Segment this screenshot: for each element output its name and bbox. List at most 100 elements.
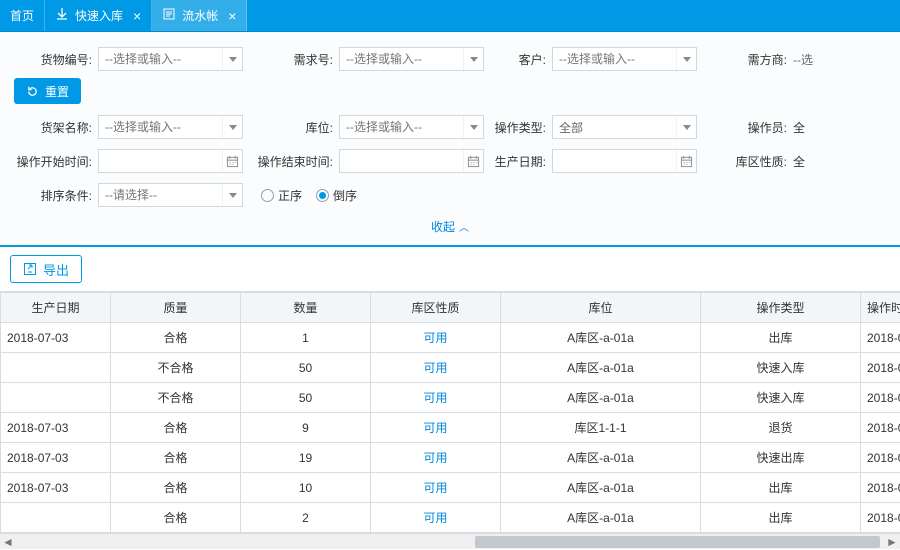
table-cell: A库区-a-01a bbox=[501, 473, 701, 503]
label-loc-nature: 库区性质: bbox=[705, 153, 793, 170]
column-header[interactable]: 操作类型 bbox=[701, 293, 861, 323]
table-cell[interactable]: 可用 bbox=[371, 503, 501, 533]
operator-value-truncated: 全 bbox=[793, 119, 805, 136]
reset-icon bbox=[26, 85, 39, 98]
radio-asc[interactable]: 正序 bbox=[261, 187, 302, 204]
table-cell: 2018-07-03 bbox=[1, 413, 111, 443]
export-icon bbox=[23, 262, 37, 276]
column-header[interactable]: 数量 bbox=[241, 293, 371, 323]
table-cell: 2018-0 bbox=[861, 473, 900, 503]
chevron-down-icon[interactable] bbox=[676, 116, 696, 138]
label-op-type: 操作类型: bbox=[492, 119, 552, 136]
tab-home[interactable]: 首页 bbox=[0, 0, 45, 31]
goods-no-combo[interactable] bbox=[98, 47, 243, 71]
horizontal-scrollbar[interactable]: ◄ ► bbox=[0, 533, 900, 549]
reset-button[interactable]: 重置 bbox=[14, 78, 81, 104]
customer-combo[interactable] bbox=[552, 47, 697, 71]
label-goods-no: 货物编号: bbox=[10, 51, 98, 68]
export-button[interactable]: 导出 bbox=[10, 255, 82, 283]
table-cell[interactable]: 可用 bbox=[371, 473, 501, 503]
prod-date[interactable] bbox=[552, 149, 697, 173]
label-shelf-name: 货架名称: bbox=[10, 119, 98, 136]
filter-panel: 货物编号: 需求号: 客户: 需方商: --选 重置 bbox=[0, 32, 900, 247]
table-cell: 2 bbox=[241, 503, 371, 533]
table-cell: 出库 bbox=[701, 473, 861, 503]
table-cell: 出库 bbox=[701, 323, 861, 353]
table-cell bbox=[1, 383, 111, 413]
table-header-row: 生产日期质量数量库区性质库位操作类型操作时间 bbox=[1, 293, 900, 323]
table-cell: 50 bbox=[241, 353, 371, 383]
table-cell[interactable]: 可用 bbox=[371, 443, 501, 473]
op-type-combo[interactable] bbox=[552, 115, 697, 139]
table-cell: 快速入库 bbox=[701, 383, 861, 413]
tab-label: 流水帐 bbox=[182, 7, 218, 24]
calendar-icon[interactable] bbox=[676, 150, 696, 172]
scroll-left-icon[interactable]: ◄ bbox=[0, 534, 16, 550]
table-row[interactable]: 2018-07-03合格10可用A库区-a-01a出库2018-0 bbox=[1, 473, 900, 503]
chevron-down-icon[interactable] bbox=[463, 48, 483, 70]
column-header[interactable]: 质量 bbox=[111, 293, 241, 323]
table-cell: 50 bbox=[241, 383, 371, 413]
table-row[interactable]: 2018-07-03合格1可用A库区-a-01a出库2018-0 bbox=[1, 323, 900, 353]
table-row[interactable]: 不合格50可用A库区-a-01a快速入库2018-0 bbox=[1, 353, 900, 383]
chevron-down-icon[interactable] bbox=[676, 48, 696, 70]
table-cell[interactable]: 可用 bbox=[371, 383, 501, 413]
radio-desc-label: 倒序 bbox=[333, 187, 357, 204]
label-demand-no: 需求号: bbox=[251, 51, 339, 68]
op-end-date[interactable] bbox=[339, 149, 484, 173]
label-op-start: 操作开始时间: bbox=[10, 153, 98, 170]
scrollbar-thumb[interactable] bbox=[475, 536, 880, 548]
column-header[interactable]: 生产日期 bbox=[1, 293, 111, 323]
table-cell: A库区-a-01a bbox=[501, 503, 701, 533]
table-row[interactable]: 合格2可用A库区-a-01a出库2018-0 bbox=[1, 503, 900, 533]
chevron-down-icon[interactable] bbox=[463, 116, 483, 138]
table-cell: 合格 bbox=[111, 323, 241, 353]
radio-desc[interactable]: 倒序 bbox=[316, 187, 357, 204]
tab-quick-inbound[interactable]: 快速入库 × bbox=[45, 0, 152, 31]
sort-order-radios: 正序 倒序 bbox=[261, 187, 357, 204]
table-cell: A库区-a-01a bbox=[501, 383, 701, 413]
tab-bar: 首页 快速入库 × 流水帐 × bbox=[0, 0, 900, 32]
table-cell: 2018-0 bbox=[861, 413, 900, 443]
table-cell: 合格 bbox=[111, 503, 241, 533]
data-table-wrap: 生产日期质量数量库区性质库位操作类型操作时间 2018-07-03合格1可用A库… bbox=[0, 291, 900, 533]
radio-asc-label: 正序 bbox=[278, 187, 302, 204]
table-cell: 2018-07-03 bbox=[1, 323, 111, 353]
table-row[interactable]: 2018-07-03合格9可用库区1-1-1退货2018-0 bbox=[1, 413, 900, 443]
chevron-down-icon[interactable] bbox=[222, 48, 242, 70]
table-cell: 合格 bbox=[111, 473, 241, 503]
op-start-date[interactable] bbox=[98, 149, 243, 173]
collapse-toggle[interactable]: 收起︿ bbox=[10, 212, 890, 237]
shelf-name-combo[interactable] bbox=[98, 115, 243, 139]
table-row[interactable]: 不合格50可用A库区-a-01a快速入库2018-0 bbox=[1, 383, 900, 413]
chevron-down-icon[interactable] bbox=[222, 116, 242, 138]
close-icon[interactable]: × bbox=[228, 9, 236, 23]
table-row[interactable]: 2018-07-03合格19可用A库区-a-01a快速出库2018-0 bbox=[1, 443, 900, 473]
label-op-end: 操作结束时间: bbox=[251, 153, 339, 170]
label-sort-by: 排序条件: bbox=[10, 187, 98, 204]
scroll-right-icon[interactable]: ► bbox=[884, 534, 900, 550]
sort-by-combo[interactable] bbox=[98, 183, 243, 207]
table-cell: 10 bbox=[241, 473, 371, 503]
table-cell[interactable]: 可用 bbox=[371, 413, 501, 443]
toolbar: 导出 bbox=[0, 247, 900, 291]
location-combo[interactable] bbox=[339, 115, 484, 139]
column-header[interactable]: 库位 bbox=[501, 293, 701, 323]
demander-value-truncated: --选 bbox=[793, 51, 813, 68]
table-cell[interactable]: 可用 bbox=[371, 353, 501, 383]
column-header[interactable]: 库区性质 bbox=[371, 293, 501, 323]
table-cell: A库区-a-01a bbox=[501, 323, 701, 353]
column-header[interactable]: 操作时间 bbox=[861, 293, 900, 323]
calendar-icon[interactable] bbox=[222, 150, 242, 172]
table-cell: 9 bbox=[241, 413, 371, 443]
table-cell: 快速出库 bbox=[701, 443, 861, 473]
table-cell[interactable]: 可用 bbox=[371, 323, 501, 353]
table-cell: 库区1-1-1 bbox=[501, 413, 701, 443]
tab-label: 首页 bbox=[10, 7, 34, 24]
demand-no-combo[interactable] bbox=[339, 47, 484, 71]
collapse-label: 收起 bbox=[431, 220, 455, 234]
tab-ledger[interactable]: 流水帐 × bbox=[152, 0, 247, 31]
chevron-down-icon[interactable] bbox=[222, 184, 242, 206]
close-icon[interactable]: × bbox=[133, 9, 141, 23]
calendar-icon[interactable] bbox=[463, 150, 483, 172]
